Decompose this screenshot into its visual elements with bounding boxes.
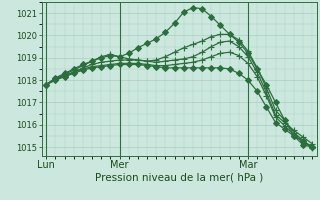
X-axis label: Pression niveau de la mer( hPa ): Pression niveau de la mer( hPa ) (95, 173, 263, 183)
